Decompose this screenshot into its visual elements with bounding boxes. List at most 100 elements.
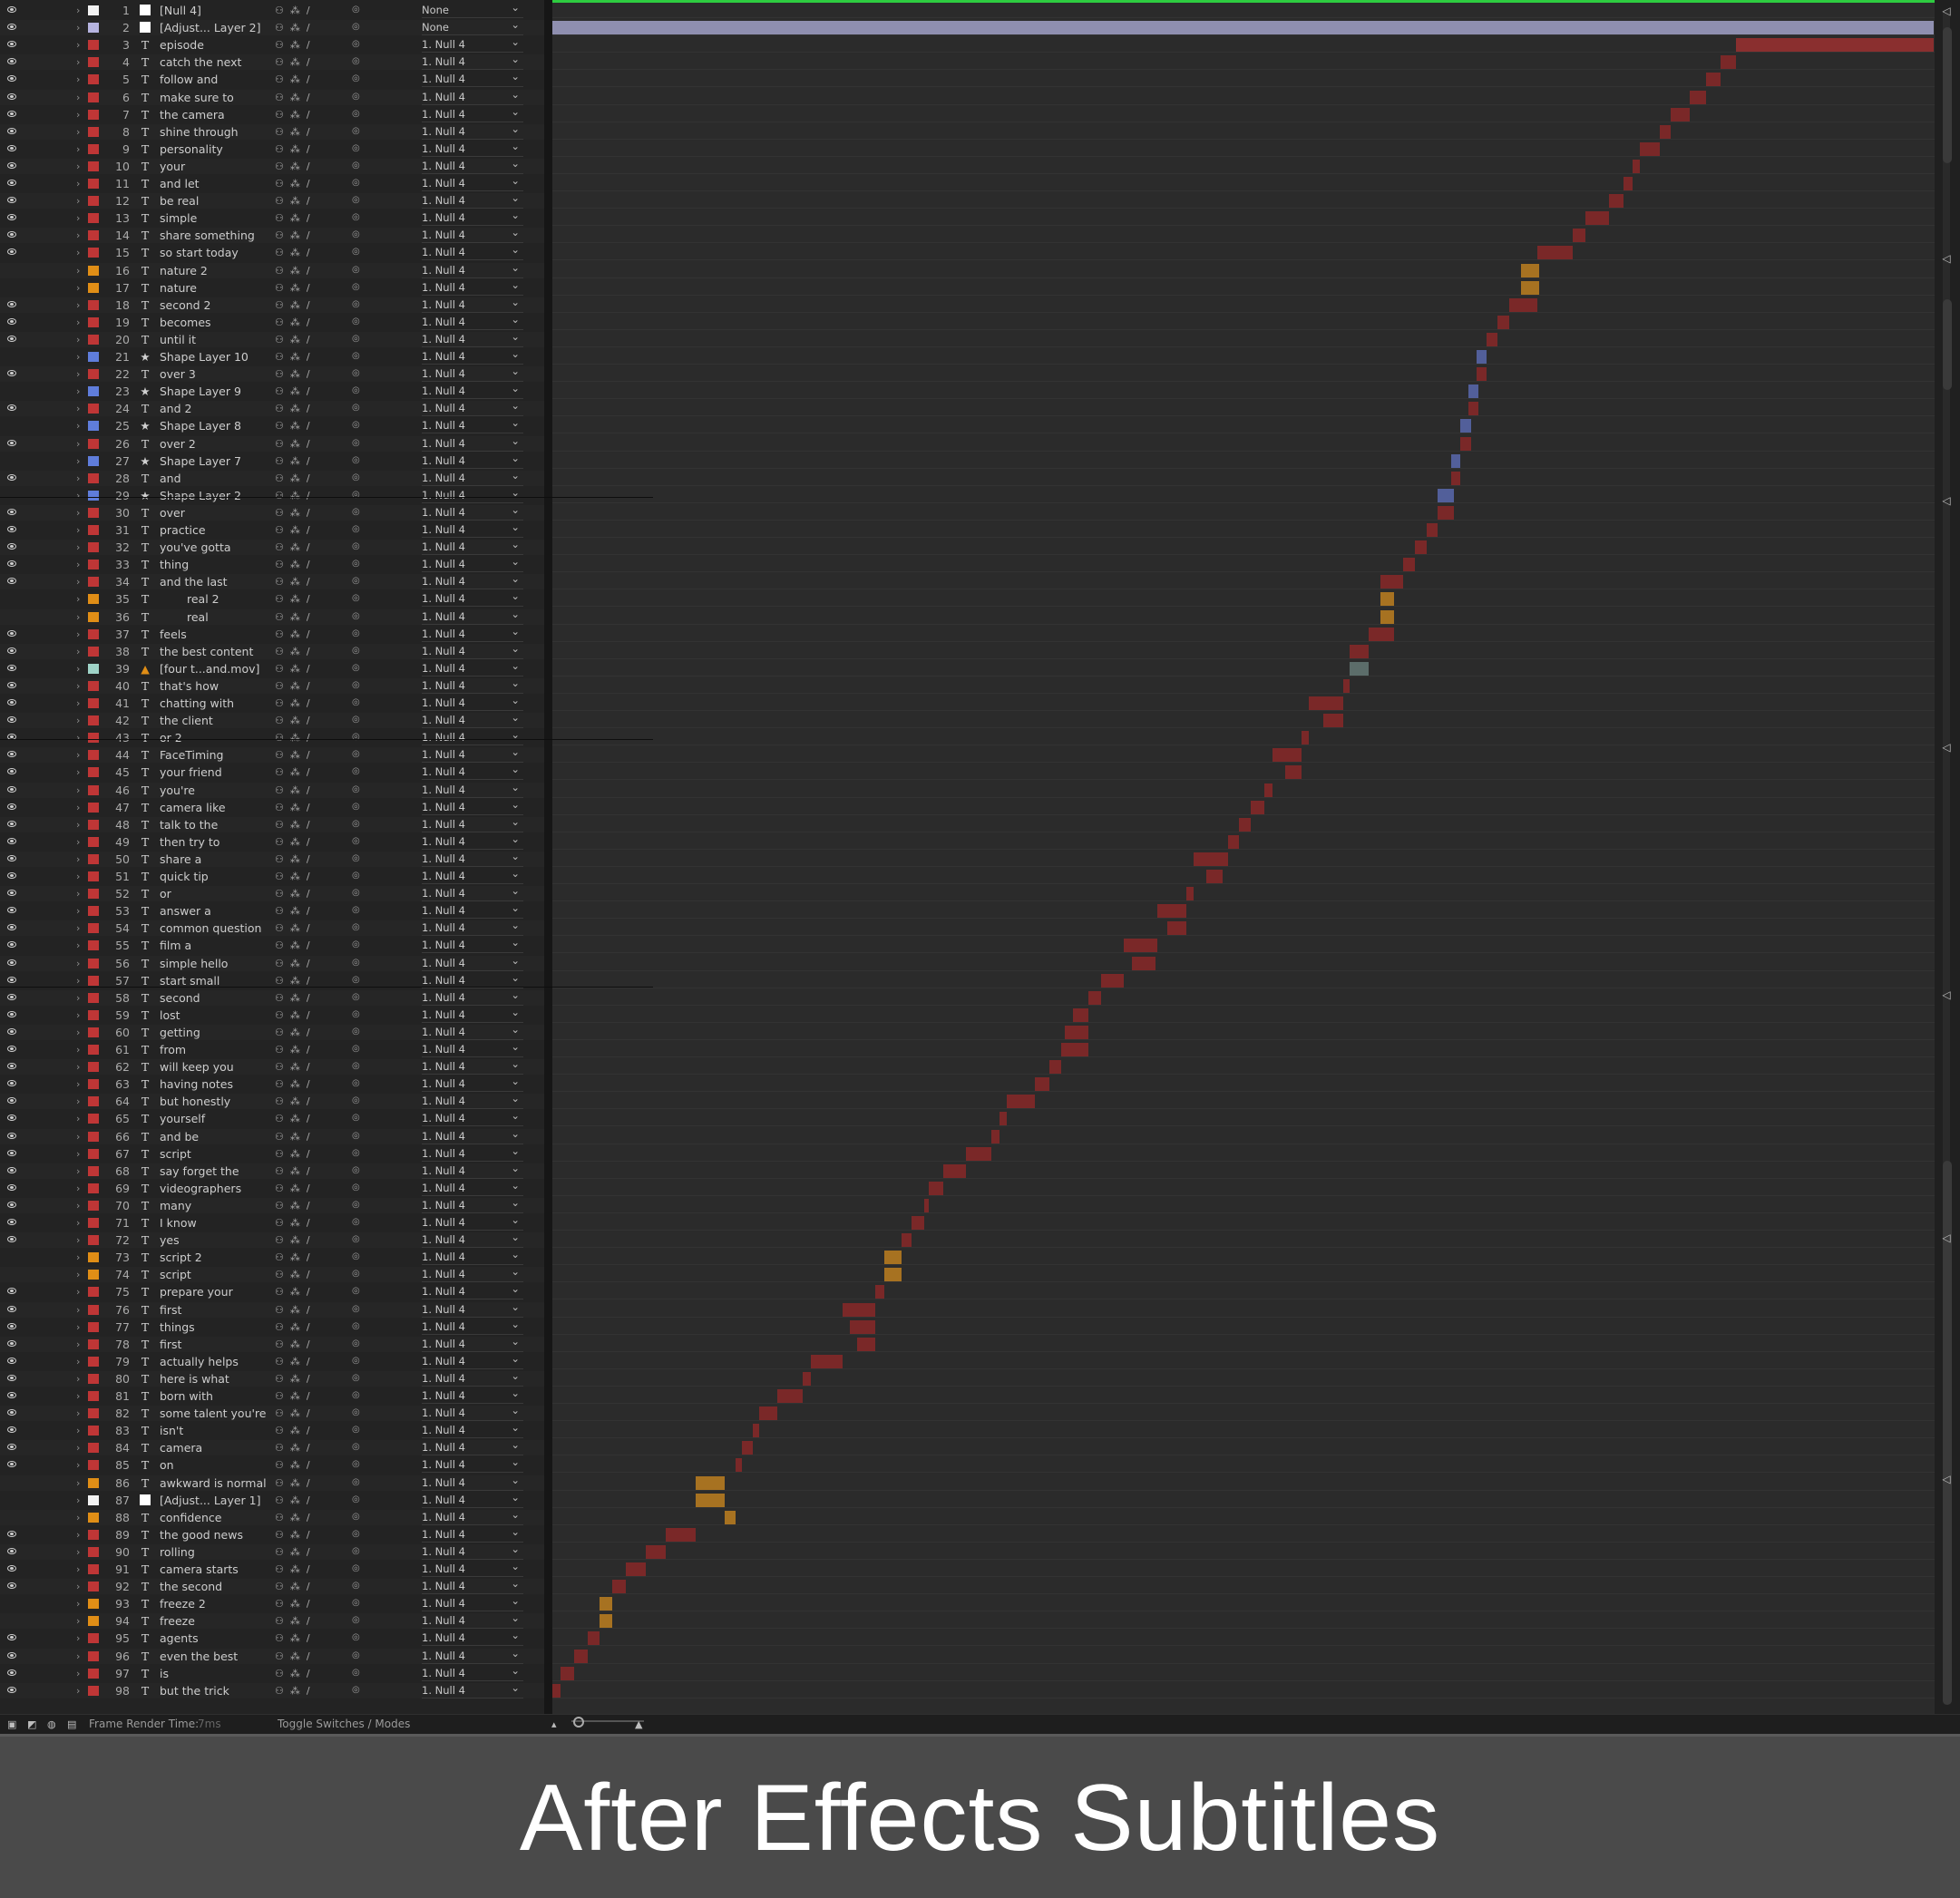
layer-duration-bar[interactable] [902, 1233, 912, 1248]
expand-chevron-icon[interactable]: › [76, 1650, 81, 1662]
visibility-eye-icon[interactable] [7, 161, 16, 169]
label-color-swatch[interactable] [88, 1616, 99, 1627]
parent-dropdown[interactable]: 1. Null 4 [422, 1196, 523, 1213]
layer-switches-icon[interactable]: ⚇⁂/ [275, 73, 317, 86]
parent-pick-whip-icon[interactable]: ◎ [352, 1425, 360, 1436]
parent-pick-whip-icon[interactable]: ◎ [352, 1286, 360, 1297]
layer-duration-bar[interactable] [1251, 800, 1264, 814]
label-color-swatch[interactable] [88, 1062, 99, 1073]
label-color-swatch[interactable] [88, 611, 99, 622]
layer-name[interactable]: so start today [160, 246, 239, 260]
parent-dropdown[interactable]: 1. Null 4 [422, 919, 523, 937]
expand-chevron-icon[interactable]: › [76, 1217, 81, 1229]
layer-duration-bar[interactable] [1468, 384, 1478, 399]
label-color-swatch[interactable] [88, 1321, 99, 1332]
parent-dropdown[interactable]: 1. Null 4 [422, 589, 523, 608]
layer-switches-icon[interactable]: ⚇⁂/ [275, 974, 317, 987]
visibility-eye-icon[interactable] [7, 214, 16, 221]
layer-duration-bar[interactable] [875, 1285, 884, 1299]
layer-name[interactable]: script 2 [160, 1251, 202, 1265]
visibility-eye-icon[interactable] [7, 629, 16, 637]
layer-switches-icon[interactable]: ⚇⁂/ [275, 1147, 317, 1160]
label-color-swatch[interactable] [88, 1460, 99, 1471]
visibility-eye-icon[interactable] [7, 1686, 16, 1693]
expand-chevron-icon[interactable]: › [76, 610, 81, 623]
parent-pick-whip-icon[interactable]: ◎ [352, 1407, 360, 1418]
layer-switches-icon[interactable]: ⚇⁂/ [275, 178, 317, 190]
layer-duration-bar[interactable] [1585, 211, 1609, 226]
zoom-out-icon[interactable]: ▴ [551, 1718, 557, 1730]
expand-chevron-icon[interactable]: › [76, 1476, 81, 1489]
layer-switches-icon[interactable]: ⚇⁂/ [275, 818, 317, 831]
visibility-eye-icon[interactable] [7, 58, 16, 65]
label-color-swatch[interactable] [88, 1096, 99, 1107]
label-color-swatch[interactable] [88, 940, 99, 951]
expand-chevron-icon[interactable]: › [76, 1372, 81, 1385]
label-color-swatch[interactable] [88, 560, 99, 570]
parent-pick-whip-icon[interactable]: ◎ [352, 1390, 360, 1400]
layer-name[interactable]: second [160, 990, 200, 1005]
label-color-swatch[interactable] [88, 5, 99, 15]
expand-chevron-icon[interactable]: › [76, 1598, 81, 1611]
layer-switches-icon[interactable]: ⚇⁂/ [275, 662, 317, 675]
expand-chevron-icon[interactable]: › [76, 264, 81, 277]
expand-chevron-icon[interactable]: › [76, 991, 81, 1004]
layer-name[interactable]: [four t...and.mov] [160, 661, 260, 676]
visibility-eye-icon[interactable] [7, 854, 16, 861]
layer-switches-icon[interactable]: ⚇⁂/ [275, 784, 317, 796]
layer-switches-icon[interactable]: ⚇⁂/ [275, 1425, 317, 1437]
visibility-eye-icon[interactable] [7, 335, 16, 342]
expand-chevron-icon[interactable]: › [76, 1407, 81, 1420]
visibility-eye-icon[interactable] [7, 144, 16, 151]
expand-chevron-icon[interactable]: › [76, 559, 81, 571]
visibility-eye-icon[interactable] [7, 1080, 16, 1087]
layer-duration-bar[interactable] [1427, 523, 1438, 537]
layer-duration-bar[interactable] [1460, 419, 1471, 433]
label-color-swatch[interactable] [88, 1356, 99, 1367]
parent-dropdown[interactable]: 1. Null 4 [422, 157, 523, 174]
layer-name[interactable]: nature [160, 280, 197, 295]
layer-row[interactable]: › 1 □ [Null 4] ⚇⁂/ ◎ None [0, 1, 544, 18]
visibility-eye-icon[interactable] [7, 751, 16, 758]
parent-pick-whip-icon[interactable]: ◎ [352, 645, 360, 656]
layer-name[interactable]: feels [160, 627, 187, 641]
parent-dropdown[interactable]: 1. Null 4 [422, 330, 523, 347]
layer-name[interactable]: from [160, 1043, 187, 1056]
visibility-eye-icon[interactable] [7, 24, 16, 31]
layer-duration-bar[interactable] [991, 1129, 1000, 1144]
layer-switches-icon[interactable]: ⚇⁂/ [275, 1182, 317, 1194]
parent-dropdown[interactable]: 1. Null 4 [422, 1560, 523, 1577]
layer-end-marker-icon[interactable]: ◁ [1942, 741, 1951, 754]
layer-switches-icon[interactable]: ⚇⁂/ [275, 1545, 317, 1558]
label-color-swatch[interactable] [88, 507, 99, 518]
layer-name[interactable]: make sure to [160, 90, 234, 104]
expand-chevron-icon[interactable]: › [76, 1684, 81, 1697]
label-color-swatch[interactable] [88, 975, 99, 986]
layer-switches-icon[interactable]: ⚇⁂/ [275, 454, 317, 467]
expand-chevron-icon[interactable]: › [76, 316, 81, 328]
layer-switches-icon[interactable]: ⚇⁂/ [275, 160, 317, 172]
layer-name[interactable]: the client [160, 714, 213, 728]
visibility-eye-icon[interactable] [7, 300, 16, 307]
visibility-eye-icon[interactable] [7, 1166, 16, 1173]
visibility-eye-icon[interactable] [7, 1027, 16, 1035]
expand-chevron-icon[interactable]: › [76, 160, 81, 172]
expand-chevron-icon[interactable]: › [76, 454, 81, 467]
expand-chevron-icon[interactable]: › [76, 974, 81, 987]
expand-chevron-icon[interactable]: › [76, 1615, 81, 1628]
layer-duration-bar[interactable] [1509, 297, 1537, 312]
layer-duration-bar[interactable] [1706, 73, 1721, 87]
parent-pick-whip-icon[interactable]: ◎ [352, 662, 360, 673]
